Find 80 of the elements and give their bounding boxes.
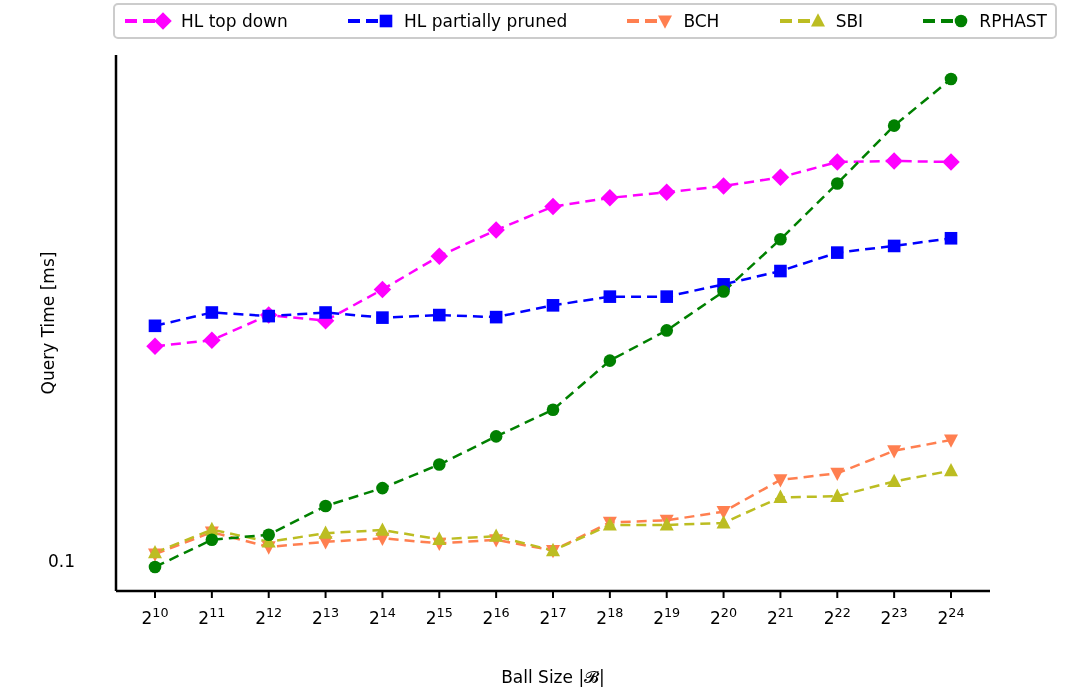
point [430, 247, 449, 265]
point [432, 308, 446, 322]
point [148, 544, 162, 559]
point [262, 528, 276, 541]
legend-label: HL partially pruned [404, 11, 568, 31]
legend-label: HL top down [181, 11, 288, 31]
point [375, 522, 390, 536]
legend-label: SBI [835, 11, 864, 31]
point [773, 474, 788, 488]
point [205, 533, 219, 547]
point [319, 306, 332, 319]
point [716, 506, 731, 520]
point [887, 445, 902, 459]
y-axis-title: Query Time [ms] [38, 251, 59, 395]
x-tick-label: 2$^{10}$ [141, 604, 169, 628]
point [771, 168, 790, 187]
x-tick-label: 2$^{15}$ [425, 604, 453, 628]
x-tick-label: 2$^{19}$ [653, 604, 681, 628]
x-tick-label: 2$^{22}$ [823, 604, 851, 628]
point [944, 434, 958, 448]
point [544, 197, 562, 216]
point [432, 458, 446, 471]
point [603, 290, 617, 303]
point [148, 560, 162, 574]
point [546, 403, 560, 417]
point [944, 462, 958, 477]
point [660, 324, 674, 337]
point [432, 531, 447, 545]
point [774, 233, 787, 246]
point [717, 285, 730, 298]
point [546, 299, 560, 312]
point [319, 499, 332, 513]
point [489, 310, 503, 324]
point [830, 177, 844, 190]
point [885, 152, 903, 170]
point [204, 521, 219, 536]
x-tick-label: 2$^{11}$ [198, 604, 226, 628]
legend-label: BCH [683, 11, 720, 31]
point [944, 72, 958, 86]
point [887, 239, 901, 253]
point [716, 515, 731, 529]
point [601, 189, 619, 207]
x-tick-label: 2$^{14}$ [368, 604, 396, 628]
x-tick-label: 2$^{18}$ [596, 604, 624, 628]
point [148, 319, 162, 333]
legend-label: RPHAST [979, 11, 1047, 31]
x-tick-label: 2$^{24}$ [937, 604, 965, 628]
point [887, 119, 901, 132]
point [660, 290, 674, 303]
point [887, 473, 902, 488]
point [942, 153, 960, 171]
point [489, 528, 504, 542]
point [373, 280, 392, 299]
point [657, 183, 676, 201]
x-tick-label: 2$^{21}$ [766, 604, 794, 628]
point [205, 306, 219, 319]
x-tick-label: 2$^{17}$ [539, 604, 567, 628]
point [376, 481, 389, 495]
point [944, 231, 958, 245]
text: 0.1 [48, 551, 76, 571]
x-tick-label: 2$^{13}$ [312, 604, 340, 628]
point [318, 525, 333, 539]
x-tick-label: 2$^{23}$ [880, 604, 908, 628]
x-tick-label: 2$^{20}$ [710, 604, 738, 628]
point [487, 221, 505, 239]
point [714, 177, 733, 195]
point [773, 489, 788, 503]
x-tick-label: 2$^{16}$ [482, 604, 510, 628]
point [489, 430, 503, 443]
point [603, 354, 617, 367]
point [146, 337, 164, 356]
point [203, 331, 221, 349]
point [774, 264, 787, 278]
point [828, 153, 847, 171]
point [830, 467, 845, 481]
x-axis-title: Ball Size |𝓑| [501, 667, 605, 688]
point [376, 311, 389, 324]
point [830, 488, 845, 502]
point [830, 246, 844, 259]
x-tick-label: 2$^{12}$ [255, 604, 283, 628]
